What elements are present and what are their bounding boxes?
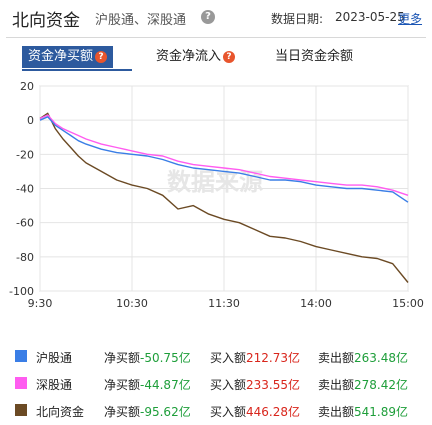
net-value: -95.62亿 [140,405,191,419]
buy-label: 买入额 [210,405,247,419]
legend-buy: 买入额233.55亿 [210,376,300,393]
sell-label: 卖出额 [318,378,355,392]
sell-value: 278.42亿 [354,378,409,392]
legend-net: 净买额-95.62亿 [104,403,191,420]
y-tick-label: 0 [27,114,34,127]
date-label: 数据日期: [271,12,324,26]
x-tick-label: 11:30 [208,297,240,310]
tab-net-buy[interactable]: 资金净买额? [22,46,114,68]
chart-series [39,112,409,283]
x-tick-label: 10:30 [116,297,148,310]
sell-value: 541.89亿 [354,405,409,419]
legend-sell: 卖出额541.89亿 [318,403,408,420]
buy-value: 446.28亿 [246,405,301,419]
legend-buy: 买入额446.28亿 [210,403,300,420]
sell-value: 263.48亿 [354,351,409,365]
y-tick-label: -40 [16,183,34,196]
series-line-0 [39,116,409,203]
legend-buy: 买入额212.73亿 [210,349,300,366]
tab-net-buy-label: 资金净买额 [28,49,94,64]
legend-net: 净买额-50.75亿 [104,349,191,366]
help-icon[interactable]: ? [223,51,236,63]
y-tick-label: -60 [16,217,34,230]
legend-swatch [15,377,27,389]
net-value: -50.75亿 [140,351,191,365]
net-label: 净买额 [104,378,141,392]
panel-subtitle: 沪股通、深股通 [95,13,187,28]
legend-sell: 卖出额278.42亿 [318,376,408,393]
panel-header: 北向资金 沪股通、深股通 ? 数据日期: 2023-05-25 更多 [0,0,432,34]
chart-watermark: 数据来源 [167,168,263,196]
panel-title: 北向资金 [12,11,80,31]
sell-label: 卖出额 [318,351,355,365]
x-tick-label: 14:00 [300,297,332,310]
tab-daily-balance[interactable]: 当日资金余额 [275,46,353,68]
y-tick-label: -20 [16,148,34,161]
legend-name: 北向资金 [36,405,85,419]
tab-active-underline [22,69,132,71]
y-tick-label: 20 [20,80,34,93]
date-value: 2023-05-25 [335,10,405,24]
tab-daily-balance-label: 当日资金余额 [275,49,354,64]
tab-net-inflow[interactable]: 资金净流入? [156,46,236,68]
buy-label: 买入额 [210,351,247,365]
legend-net: 净买额-44.87亿 [104,376,191,393]
buy-value: 233.55亿 [246,378,301,392]
buy-label: 买入额 [210,378,247,392]
buy-value: 212.73亿 [246,351,301,365]
legend-row-north: 北向资金 净买额-95.62亿 买入额446.28亿 卖出额541.89亿 [0,400,432,422]
sell-label: 卖出额 [318,405,355,419]
y-tick-label: -80 [16,251,34,264]
net-label: 净买额 [104,405,141,419]
y-axis: 20 0 -20 -40 -60 -80 -100 [9,80,34,298]
legend-swatch [15,350,27,362]
info-icon[interactable]: ? [201,10,215,24]
header-divider [6,37,426,38]
series-line-2 [39,112,409,283]
y-tick-label: -100 [9,285,34,298]
help-icon[interactable]: ? [95,51,108,63]
net-label: 净买额 [104,351,141,365]
legend-name: 沪股通 [36,351,73,365]
tab-bar: 资金净买额? 资金净流入? 当日资金余额 [0,46,432,70]
legend-swatch [15,404,27,416]
x-axis: 9:30 10:30 11:30 14:00 15:00 [28,297,424,310]
x-tick-label: 9:30 [28,297,53,310]
legend-row-sz: 深股通 净买额-44.87亿 买入额233.55亿 卖出额278.42亿 [0,373,432,395]
legend-name: 深股通 [36,378,73,392]
x-tick-label: 15:00 [392,297,424,310]
tab-net-inflow-label: 资金净流入 [156,49,222,64]
legend-row-sh: 沪股通 净买额-50.75亿 买入额212.73亿 卖出额263.48亿 [0,346,432,368]
net-value: -44.87亿 [140,378,191,392]
more-link[interactable]: 更多 [398,12,423,26]
legend-sell: 卖出额263.48亿 [318,349,408,366]
net-buy-line-chart: 数据来源 20 0 -20 -40 -60 -80 -100 9:30 10:30 11:30 1… [9,80,424,310]
series-line-1 [39,114,409,196]
